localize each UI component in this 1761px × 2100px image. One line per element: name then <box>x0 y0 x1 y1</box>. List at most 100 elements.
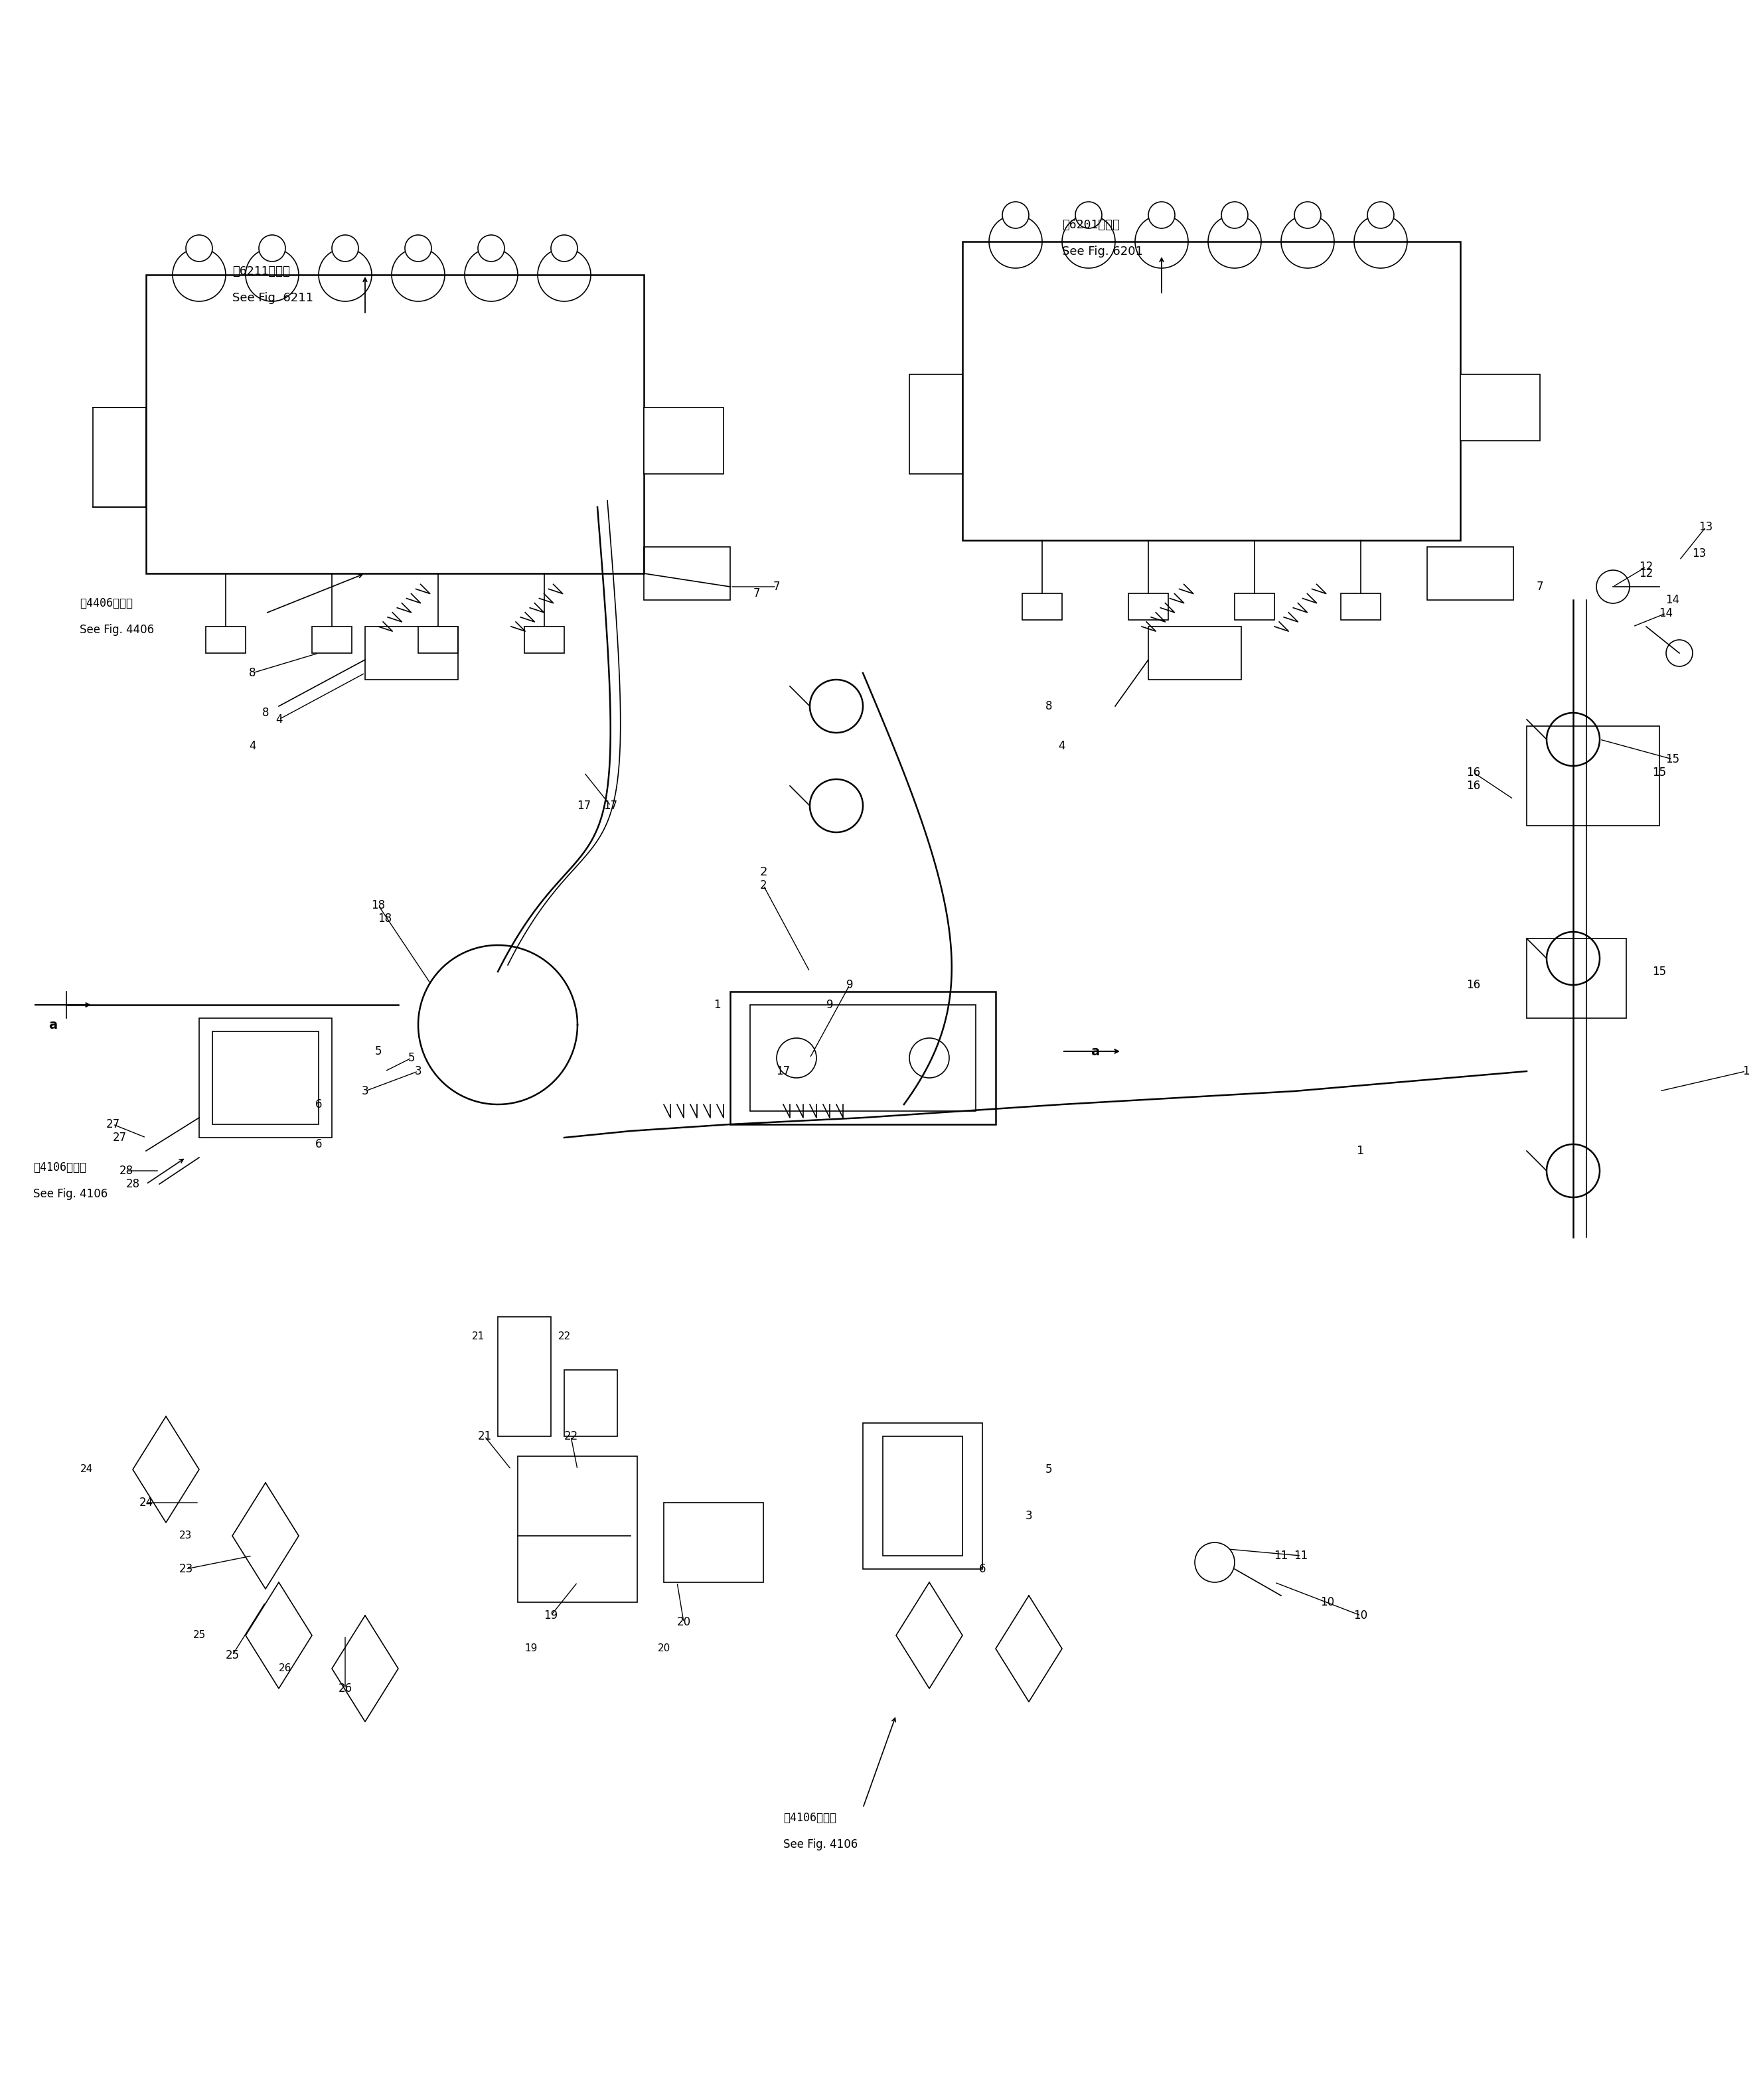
Bar <box>863 1424 983 1569</box>
Text: 10: 10 <box>1321 1596 1335 1609</box>
Text: 4: 4 <box>1058 739 1065 752</box>
Circle shape <box>1666 640 1692 666</box>
Text: See Fig. 6211: See Fig. 6211 <box>232 292 313 304</box>
Text: 19: 19 <box>525 1644 537 1653</box>
Text: 27: 27 <box>113 1132 127 1145</box>
Text: 8: 8 <box>262 708 269 718</box>
Text: 15: 15 <box>1652 766 1666 779</box>
Text: 6: 6 <box>315 1098 322 1111</box>
Text: 21: 21 <box>472 1331 484 1342</box>
Bar <box>1426 546 1513 601</box>
Text: 4: 4 <box>275 714 282 724</box>
Text: 14: 14 <box>1659 607 1673 620</box>
Text: 20: 20 <box>657 1644 671 1653</box>
Bar <box>417 626 458 653</box>
Bar <box>206 626 245 653</box>
Text: 15: 15 <box>1652 966 1666 979</box>
Bar <box>146 275 645 573</box>
Bar <box>645 546 731 601</box>
Circle shape <box>1222 202 1249 229</box>
Text: 25: 25 <box>225 1649 239 1661</box>
Text: 8: 8 <box>1046 699 1053 712</box>
Bar <box>1527 727 1659 825</box>
Bar <box>1527 939 1625 1018</box>
Text: 15: 15 <box>1666 754 1680 764</box>
Text: 7: 7 <box>754 588 761 598</box>
Bar <box>731 991 995 1124</box>
Bar <box>1148 626 1242 680</box>
Text: 第6211図参照: 第6211図参照 <box>232 265 291 277</box>
Text: 第6201図参照: 第6201図参照 <box>1062 218 1120 231</box>
Text: 5: 5 <box>1046 1464 1053 1476</box>
Text: 17: 17 <box>578 800 592 813</box>
Circle shape <box>551 235 578 262</box>
Bar <box>1340 594 1381 620</box>
Text: 3: 3 <box>1025 1510 1032 1522</box>
Bar <box>1021 594 1062 620</box>
Text: 26: 26 <box>278 1663 292 1674</box>
Circle shape <box>1076 202 1102 229</box>
Text: 3: 3 <box>414 1065 421 1077</box>
Text: a: a <box>1090 1046 1099 1058</box>
Bar <box>1460 374 1539 441</box>
Text: 第4406図参照: 第4406図参照 <box>79 596 132 609</box>
Text: 13: 13 <box>1699 521 1713 533</box>
Bar <box>312 626 352 653</box>
Text: 11: 11 <box>1294 1550 1308 1562</box>
Bar <box>365 626 458 680</box>
Circle shape <box>1148 202 1175 229</box>
Text: 6: 6 <box>315 1138 322 1151</box>
Text: 9: 9 <box>826 1000 833 1010</box>
Text: See Fig. 6201: See Fig. 6201 <box>1062 246 1143 258</box>
Text: 10: 10 <box>1354 1609 1368 1621</box>
Text: 1: 1 <box>1742 1065 1749 1077</box>
Text: 7: 7 <box>1537 582 1543 592</box>
Bar <box>1234 594 1275 620</box>
Text: 24: 24 <box>139 1497 153 1508</box>
Text: 27: 27 <box>106 1119 120 1130</box>
Text: 1: 1 <box>1358 1145 1365 1157</box>
Bar <box>518 1455 637 1602</box>
Text: 6: 6 <box>979 1562 986 1575</box>
Text: 23: 23 <box>180 1562 194 1575</box>
Text: 13: 13 <box>1692 548 1706 559</box>
Text: 16: 16 <box>1467 779 1481 792</box>
Bar <box>882 1436 963 1556</box>
Text: See Fig. 4106: See Fig. 4106 <box>33 1189 107 1199</box>
Circle shape <box>1367 202 1395 229</box>
Text: 1: 1 <box>713 1000 720 1010</box>
Bar <box>199 1018 331 1138</box>
Bar <box>525 626 564 653</box>
Text: 18: 18 <box>372 899 386 911</box>
Text: 3: 3 <box>361 1086 368 1096</box>
Text: a: a <box>49 1018 58 1031</box>
Circle shape <box>259 235 285 262</box>
Text: 17: 17 <box>604 800 618 813</box>
Text: 28: 28 <box>120 1166 134 1176</box>
Bar <box>909 374 963 475</box>
Bar <box>645 407 724 475</box>
Text: 16: 16 <box>1467 979 1481 991</box>
Bar <box>93 407 146 506</box>
Circle shape <box>1294 202 1321 229</box>
Text: 28: 28 <box>125 1178 139 1191</box>
Text: 26: 26 <box>338 1682 352 1695</box>
Bar <box>498 1317 551 1436</box>
Bar <box>564 1369 618 1436</box>
Text: 17: 17 <box>777 1065 791 1077</box>
Text: 20: 20 <box>676 1617 690 1628</box>
Circle shape <box>187 235 213 262</box>
Bar <box>1129 594 1168 620</box>
Text: 9: 9 <box>845 979 852 991</box>
Text: 2: 2 <box>759 865 768 878</box>
Text: 4: 4 <box>248 739 255 752</box>
Text: 5: 5 <box>375 1046 382 1056</box>
Text: 24: 24 <box>79 1464 93 1474</box>
Text: 第4106図参照: 第4106図参照 <box>33 1161 86 1174</box>
Bar <box>750 1006 976 1111</box>
Circle shape <box>1002 202 1028 229</box>
Bar <box>963 242 1460 540</box>
Text: 第4106図参照: 第4106図参照 <box>784 1812 836 1825</box>
Text: 12: 12 <box>1639 561 1654 573</box>
Text: 23: 23 <box>180 1531 192 1541</box>
